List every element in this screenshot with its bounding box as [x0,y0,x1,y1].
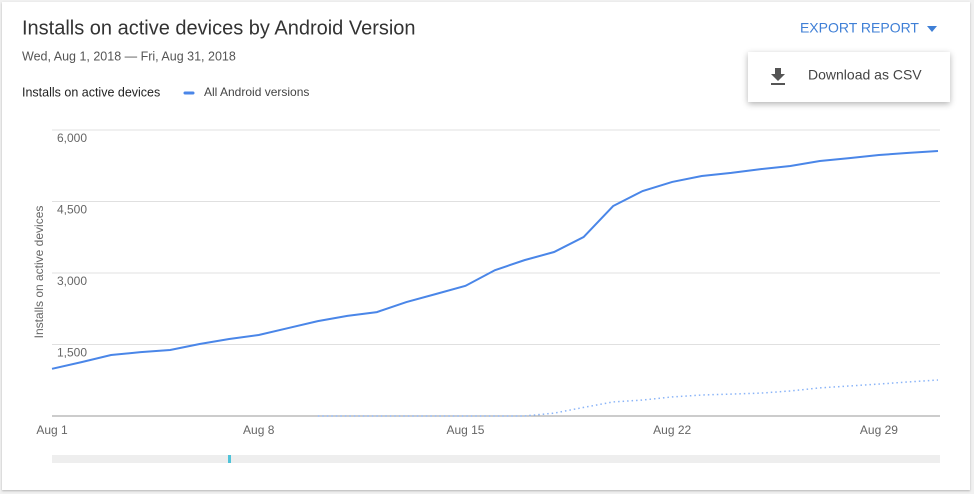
date-range: Wed, Aug 1, 2018 — Fri, Aug 31, 2018 [22,49,236,63]
export-button[interactable]: EXPORT REPORT [800,20,919,36]
menu-item[interactable]: Download as CSV [748,52,950,102]
series-line [317,379,939,417]
scroll-thumb[interactable] [228,455,231,463]
download-icon [771,68,785,85]
dropdown-arrow[interactable] [927,26,937,32]
y-axis-label: Installs on active devices [32,206,46,339]
y-tick-label: 1,500 [57,346,87,360]
x-tick-label: Aug 8 [243,423,275,437]
x-tick-label: Aug 1 [36,423,68,437]
legend-label: All Android versions [204,85,309,99]
y-tick-label: 3,000 [57,274,87,288]
menu-item-label[interactable]: Download as CSV [808,67,922,83]
legend-title: Installs on active devices [22,85,160,99]
x-tick-label: Aug 22 [653,423,691,437]
series-line [51,149,939,370]
x-tick-label: Aug 15 [446,423,484,437]
export-menu: Download as CSV [748,52,950,102]
y-tick-label: 6,000 [57,131,87,145]
y-tick-label: 4,500 [57,203,87,217]
title: Installs on active devices by Android Ve… [22,17,416,39]
scrollbar[interactable] [52,455,940,463]
x-tick-label: Aug 29 [860,423,898,437]
